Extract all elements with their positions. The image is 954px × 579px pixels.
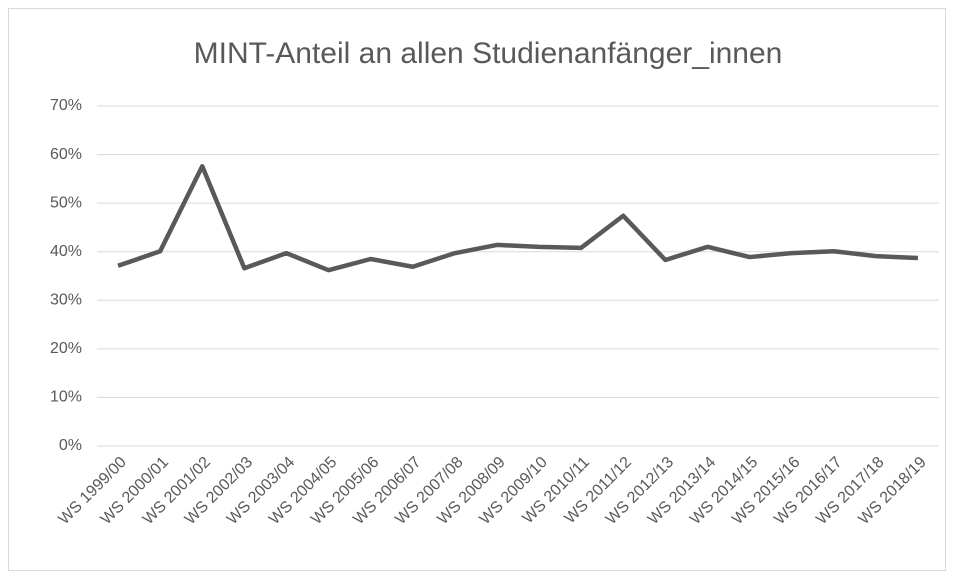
- y-tick-label: 40%: [50, 243, 82, 260]
- chart-border: [8, 8, 946, 571]
- y-tick-label: 20%: [50, 340, 82, 357]
- y-tick-label: 60%: [50, 146, 82, 163]
- y-tick-label: 50%: [50, 194, 82, 211]
- chart-title: MINT-Anteil an allen Studienanfänger_inn…: [194, 37, 783, 70]
- y-tick-label: 70%: [50, 97, 82, 114]
- y-tick-label: 30%: [50, 292, 82, 309]
- y-tick-label: 10%: [50, 389, 82, 406]
- y-tick-label: 0%: [59, 437, 82, 454]
- line-series: [117, 163, 919, 273]
